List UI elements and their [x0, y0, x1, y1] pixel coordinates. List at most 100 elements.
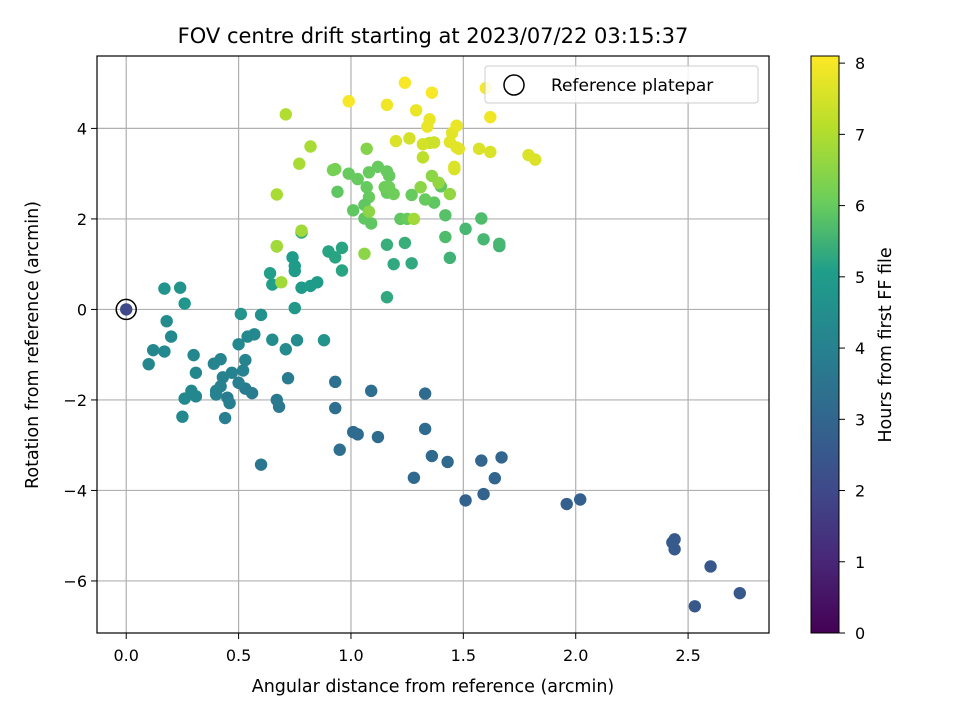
data-point: [234, 307, 248, 321]
grid: [97, 56, 769, 633]
data-point: [477, 487, 490, 501]
data-point: [189, 366, 203, 379]
data-point: [459, 494, 472, 507]
data-point: [146, 343, 160, 357]
data-point: [407, 471, 421, 484]
colorbar-tick-label: 6: [855, 197, 865, 216]
data-point: [304, 140, 317, 153]
legend: Reference platepar: [484, 65, 759, 104]
data-point: [236, 364, 250, 377]
data-point: [333, 443, 346, 456]
data-point: [347, 425, 360, 439]
data-point: [484, 145, 497, 159]
data-point: [387, 257, 400, 271]
data-point: [362, 205, 376, 218]
data-point: [223, 396, 236, 410]
x-tick-label: 2.0: [563, 646, 588, 665]
data-point: [529, 153, 542, 166]
data-point: [423, 113, 436, 126]
data-point: [281, 372, 295, 385]
data-point: [380, 291, 394, 304]
y-tick-label: 2: [77, 210, 87, 229]
data-point: [293, 157, 306, 170]
legend-label: Reference platepar: [551, 76, 713, 96]
x-tick-label: 1.0: [338, 646, 363, 665]
data-point: [326, 163, 340, 177]
data-point: [495, 451, 508, 464]
data-point: [160, 314, 173, 328]
x-axis-label: Angular distance from reference (arcmin): [252, 677, 615, 697]
y-tick-label: −6: [63, 572, 87, 591]
data-point: [329, 251, 342, 264]
data-point: [439, 230, 452, 244]
data-point: [371, 430, 385, 444]
data-point: [387, 187, 400, 201]
data-point: [218, 411, 232, 425]
data-point: [358, 247, 371, 260]
data-point: [173, 281, 187, 294]
colorbar-tick-label: 0: [855, 624, 865, 643]
reference-point: [115, 298, 137, 321]
data-point: [488, 472, 502, 485]
data-point: [405, 257, 418, 270]
x-tick-label: 2.5: [675, 646, 700, 665]
legend-box: [484, 65, 759, 104]
data-point: [364, 384, 378, 398]
chart-title: FOV centre drift starting at 2023/07/22 …: [178, 24, 689, 48]
data-point: [279, 108, 292, 121]
data-point: [189, 390, 203, 403]
data-point: [275, 276, 288, 289]
data-point: [450, 119, 463, 132]
data-point: [270, 393, 283, 407]
data-point: [290, 334, 304, 347]
x-tick-label: 1.5: [451, 646, 476, 665]
data-point: [351, 172, 364, 186]
data-point: [317, 334, 331, 347]
data-point: [254, 308, 268, 322]
data-point: [733, 586, 746, 600]
data-point: [475, 212, 488, 225]
data-point: [329, 401, 342, 415]
data-point: [418, 422, 432, 436]
y-axis-label: Rotation from reference (arcmin): [23, 201, 43, 489]
data-point: [704, 560, 717, 573]
data-point: [403, 132, 416, 145]
legend-marker-icon: [503, 74, 525, 96]
data-point: [382, 169, 396, 183]
x-axis-ticks: 0.0 0.5 1.0 1.5 2.0 2.5: [113, 633, 701, 665]
y-axis-ticks: 4 2 0 −2 −4 −6: [63, 119, 97, 591]
data-point: [158, 282, 171, 295]
data-point: [688, 600, 702, 613]
data-point: [459, 222, 472, 236]
data-point: [335, 241, 349, 255]
y-tick-label: −4: [63, 481, 87, 500]
data-point: [418, 387, 432, 400]
data-point: [142, 357, 155, 371]
data-point: [668, 533, 681, 546]
data-point: [398, 236, 412, 250]
data-point: [439, 209, 452, 222]
data-point: [472, 142, 486, 155]
data-point: [477, 233, 490, 246]
data-point: [475, 454, 488, 467]
data-point: [574, 493, 587, 506]
data-point: [214, 380, 227, 393]
data-point: [158, 345, 171, 358]
data-point: [409, 104, 423, 117]
reference-point-fill: [120, 303, 133, 316]
data-point: [362, 166, 376, 179]
data-point: [443, 251, 457, 265]
data-point: [389, 134, 403, 148]
colorbar-gradient: [810, 55, 840, 634]
data-point: [207, 357, 221, 370]
data-point: [441, 455, 454, 469]
data-point: [232, 376, 245, 389]
data-point: [178, 392, 191, 405]
reference-marker: [115, 298, 137, 321]
data-point: [416, 151, 430, 164]
data-point: [331, 185, 344, 198]
data-point: [560, 497, 573, 511]
data-point: [248, 328, 261, 341]
data-point: [178, 297, 191, 310]
